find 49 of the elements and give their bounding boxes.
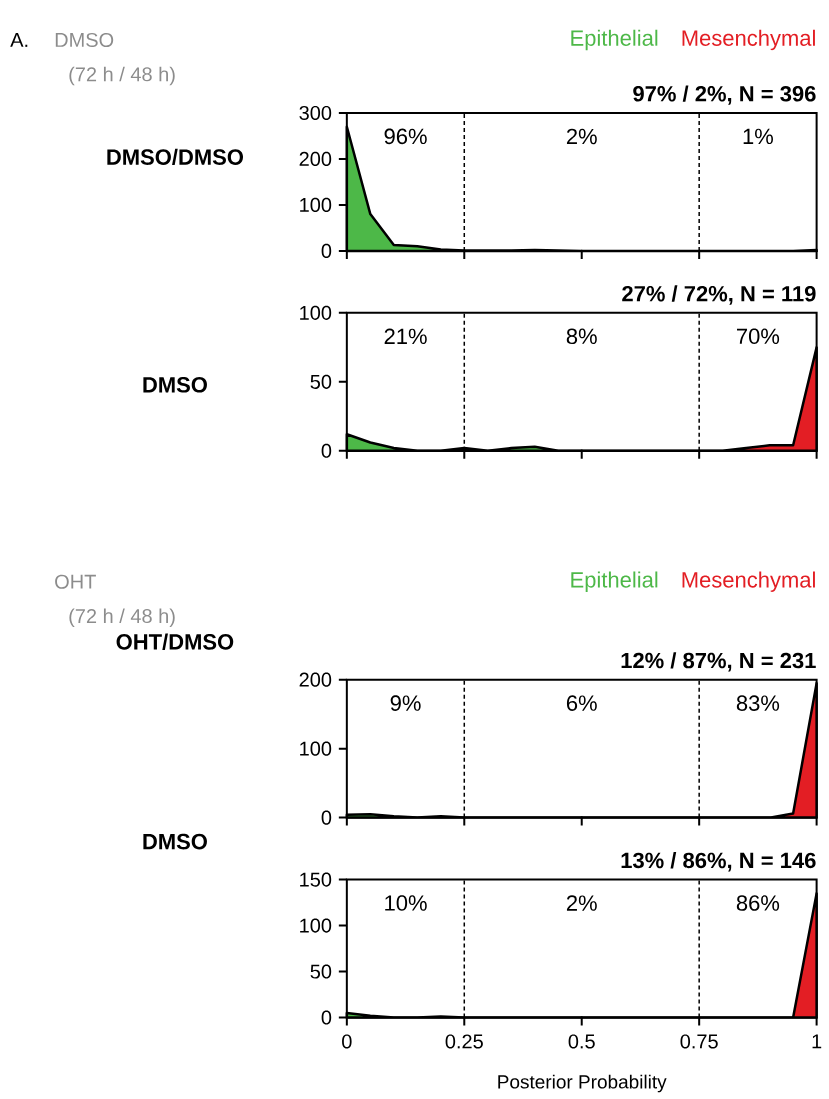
x-tick-label: 0 [342, 1034, 352, 1049]
annotation: 6% [567, 695, 597, 711]
y-tick-label: 150 [300, 872, 332, 887]
y-tick-label: 50 [310, 964, 332, 979]
annotation: 21% [384, 328, 427, 345]
y-tick-label: 0 [321, 443, 332, 458]
text: (72 h / 48 h) [69, 608, 175, 628]
chart-title: 27% / 72%, N = 119 [622, 285, 816, 305]
y-tick-label: 100 [300, 305, 332, 320]
x-tick-label: 0.5 [568, 1034, 595, 1049]
text: DMSO [55, 32, 114, 48]
annotation: 2% [567, 128, 597, 145]
y-axis-title: DMSO [143, 377, 208, 393]
text: Mesenchymal [682, 571, 816, 592]
annotation: 1% [743, 128, 774, 145]
y-tick-label: 0 [321, 810, 332, 825]
annotation: 70% [737, 328, 780, 345]
text: Mesenchymal [682, 29, 816, 51]
annotation: 86% [736, 895, 780, 911]
y-tick-label: 100 [300, 197, 332, 212]
chart-title: 13% / 86%, N = 146 [621, 852, 816, 872]
text: A. [10, 33, 28, 47]
x-tick-label: 0.75 [680, 1034, 718, 1049]
y-tick-label: 50 [310, 374, 332, 389]
annotation: 8% [566, 328, 597, 345]
x-axis-title: Posterior Probability [498, 1074, 667, 1093]
text: Epithelial [571, 571, 658, 592]
y-tick-label: 200 [299, 151, 332, 166]
chart-title: 97% / 2%, N = 396 [633, 85, 816, 105]
y-axis-title: OHT/DMSO [116, 633, 234, 650]
text: Epithelial [571, 29, 658, 51]
y-tick-label: 300 [299, 105, 332, 121]
y-tick-label: 100 [300, 741, 332, 756]
annotation: 96% [384, 128, 427, 145]
y-tick-label: 200 [299, 672, 332, 687]
chart-title: 12% / 87%, N = 231 [621, 652, 816, 672]
text: (72 h / 48 h) [69, 66, 175, 86]
y-tick-label: 0 [321, 243, 332, 258]
y-tick-label: 100 [300, 918, 332, 933]
text: OHT [55, 574, 96, 589]
annotation: 9% [390, 695, 421, 711]
y-tick-label: 0 [321, 1010, 332, 1025]
y-axis-title: DMSO [143, 833, 208, 850]
annotation: 83% [736, 695, 780, 711]
x-tick-label: 1 [812, 1034, 822, 1049]
annotation: 10% [385, 895, 427, 911]
annotation: 2% [567, 895, 597, 911]
y-axis-title: DMSO/DMSO [107, 148, 244, 166]
x-tick-label: 0.25 [445, 1034, 483, 1049]
